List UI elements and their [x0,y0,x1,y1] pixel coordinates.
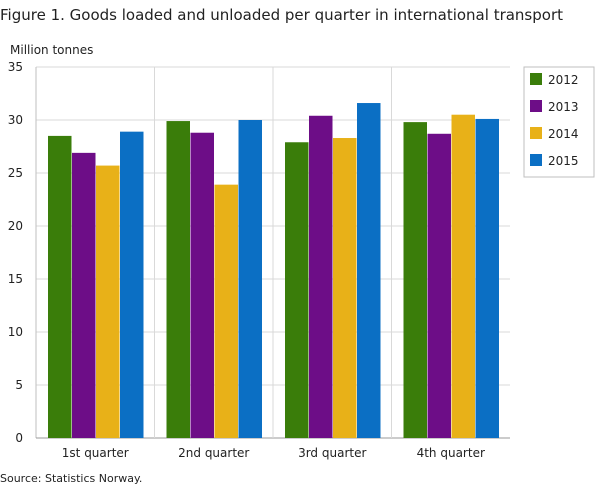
bar-2013-4 [427,133,451,438]
y-tick-label: 0 [15,431,23,445]
bar-2014-2 [214,184,238,438]
bar-2013-3 [309,115,333,438]
legend-label-2014: 2014 [548,127,579,141]
x-tick-label: 3rd quarter [298,446,366,460]
legend-swatch-2015 [530,154,542,166]
y-tick-label: 10 [8,325,23,339]
legend-label-2015: 2015 [548,154,579,168]
bar-2012-1 [48,135,72,438]
bar-2012-4 [403,122,427,439]
y-tick-label: 5 [15,378,23,392]
chart-title: Figure 1. Goods loaded and unloaded per … [0,6,563,24]
bar-2015-4 [475,118,499,438]
bars [48,103,499,439]
y-tick-label: 25 [8,166,23,180]
legend-swatch-2013 [530,100,542,112]
legend: 2012 2013 2014 2015 [523,66,595,178]
x-tick-label: 2nd quarter [178,446,249,460]
legend-box [523,66,595,178]
bar-2013-2 [190,132,214,438]
legend-swatch-2014 [530,127,542,139]
x-tick-label: 1st quarter [62,446,129,460]
legend-label-2012: 2012 [548,73,579,87]
x-axis-ticks: 1st quarter 2nd quarter 3rd quarter 4th qua… [62,446,485,460]
y-axis-ticks: 0 5 10 15 20 25 30 35 [8,60,23,445]
bar-2015-1 [120,131,144,438]
y-tick-label: 15 [8,272,23,286]
y-axis-label: Million tonnes [10,43,94,57]
source-note: Source: Statistics Norway. [0,472,143,485]
bar-2014-3 [333,138,357,438]
legend-label-2013: 2013 [548,100,579,114]
bar-2015-2 [238,120,262,438]
bar-2012-2 [166,121,190,438]
y-tick-label: 30 [8,113,23,127]
bar-2014-1 [96,165,120,438]
legend-swatch-2012 [530,73,542,85]
bar-2015-3 [357,103,381,438]
bar-2014-4 [451,114,475,438]
x-tick-label: 4th quarter [417,446,485,460]
y-tick-label: 20 [8,219,23,233]
y-tick-label: 35 [8,60,23,74]
bar-2012-3 [285,142,309,438]
bar-2013-1 [72,152,96,439]
bar-chart: 0 5 10 15 20 25 30 35 1st quarter 2nd quarter 3rd… [8,60,595,460]
